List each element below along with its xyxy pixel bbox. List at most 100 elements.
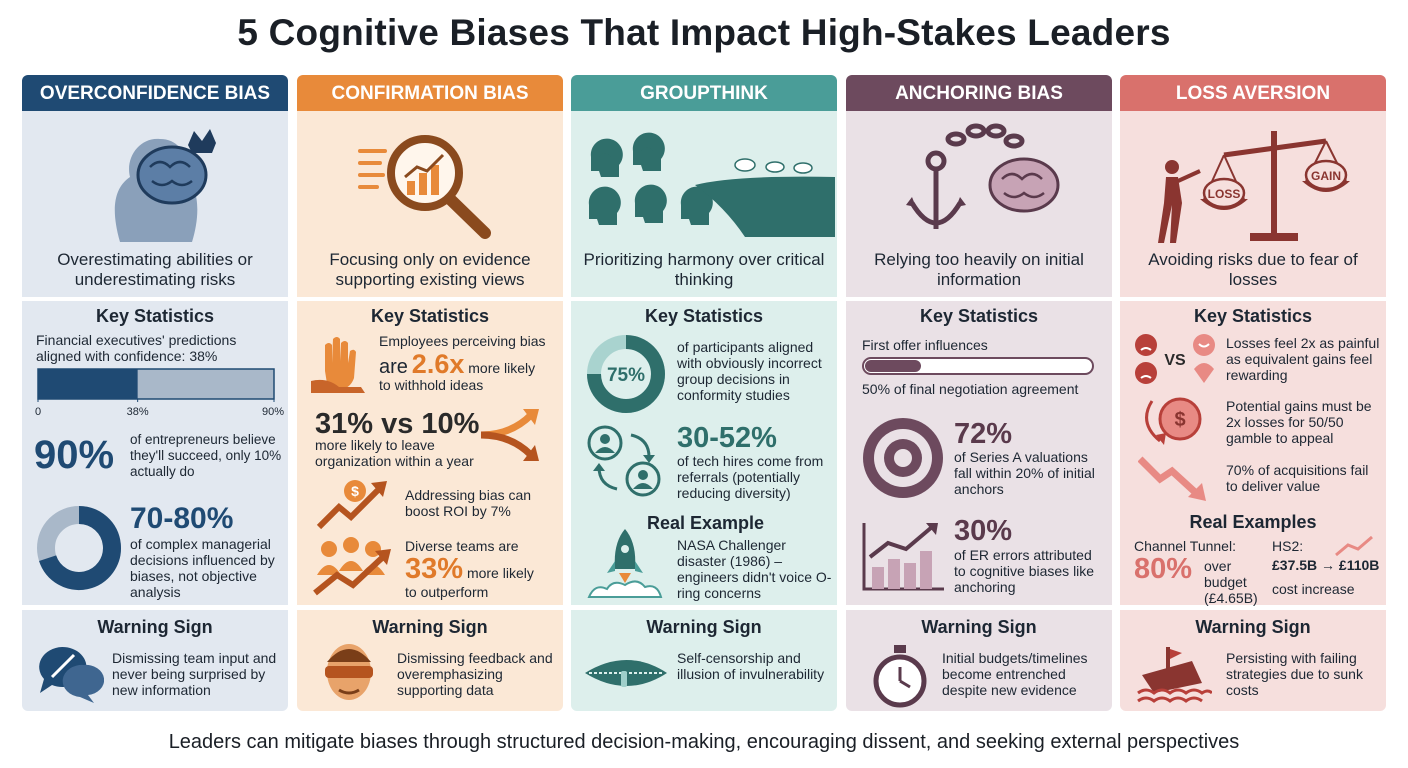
warning-text: Self-censorship and illusion of invulner…: [677, 650, 825, 682]
trend-icon: [1335, 535, 1373, 557]
example-number: £37.5B → £110B: [1272, 557, 1380, 573]
panel: [22, 301, 288, 605]
donut-icon: [37, 506, 121, 590]
stat-text: of Series A valuations fall within 20% o…: [954, 449, 1095, 497]
tick-label: 0: [35, 406, 41, 418]
warning-text: Initial budgets/timelines become entrenc…: [942, 650, 1088, 698]
referral-icon: [587, 425, 661, 497]
vs-label: VS: [1164, 352, 1186, 369]
section-heading: Warning Sign: [921, 617, 1037, 637]
donut-label: 75%: [607, 365, 645, 386]
stat-text: more likely to leave organization within…: [315, 437, 474, 469]
section-heading: Warning Sign: [97, 617, 213, 637]
example-text: over budget (£4.65B): [1204, 558, 1258, 606]
bias-column: ANCHORING BIAS Relying too heavily on in…: [846, 75, 1112, 711]
stat-text: of entrepreneurs believe they'll succeed…: [130, 432, 282, 479]
split-arrow-icon: [480, 409, 539, 461]
bias-description: Focusing only on evidence supporting exi…: [329, 250, 531, 289]
stat-text: are: [379, 356, 408, 378]
donut-chart: 75%: [587, 335, 665, 413]
svg-text:$: $: [351, 483, 359, 499]
panel: [846, 111, 1112, 297]
page-title: 5 Cognitive Biases That Impact High-Stak…: [237, 12, 1171, 53]
bias-column: LOSS AVERSION LOSS GAIN Avoiding risks d…: [1120, 75, 1386, 711]
stat-text: to withhold ideas: [379, 377, 484, 393]
bias-description: Overestimating abilities or underestimat…: [57, 250, 253, 289]
tick-label: 38%: [127, 406, 149, 418]
stat-number: 31% vs 10%: [315, 408, 480, 440]
section-heading: Key Statistics: [95, 306, 215, 326]
team-icon: [313, 537, 391, 596]
stat-number: 70-80%: [130, 502, 234, 535]
bias-column: GROUPTHINK Prioritizing harmony over cri…: [571, 75, 837, 711]
bias-column: CONFIRMATION BIAS Focusing only on evide…: [297, 75, 563, 711]
icon-label: GAIN: [1311, 169, 1341, 183]
stat-text: Diverse teams are: [405, 538, 519, 554]
section-heading: Real Example: [647, 513, 765, 533]
down-arrow-icon: [1138, 456, 1206, 501]
stat-text: Financial executives' predictions aligne…: [36, 332, 237, 364]
stat-text: Potential gains must be 2x losses for 50…: [1226, 398, 1372, 446]
stat-number: 33%: [405, 553, 464, 585]
slider-icon: [862, 357, 1094, 375]
column-header: ANCHORING BIAS: [846, 75, 1112, 111]
anchor-brain-icon: [906, 123, 1060, 229]
bias-column: OVERCONFIDENCE BIAS Overestimating abili…: [22, 75, 288, 711]
stat-line: 33% more likely: [405, 553, 563, 589]
progress-bar: 0 38% 90%: [35, 368, 284, 418]
stat-number: 30-52%: [677, 422, 777, 454]
stat-text: of tech hires come from referrals (poten…: [677, 453, 824, 501]
blindfold-icon: [325, 644, 373, 700]
panel: [1120, 301, 1386, 605]
bar-fill: [38, 369, 138, 399]
bias-description: Prioritizing harmony over critical think…: [583, 250, 825, 289]
warning-text: Dismissing team input and never being su…: [112, 650, 277, 698]
stat-text: more likely: [468, 360, 536, 376]
stat-line: are 2.6x more likely: [379, 350, 561, 382]
warning-text: Dismissing feedback and overemphasizing …: [397, 650, 553, 698]
stat-text: more likely: [466, 565, 534, 581]
stat-text: of complex managerial decisions influenc…: [130, 536, 275, 600]
bias-description: Relying too heavily on initial informati…: [874, 250, 1084, 289]
groupthink-icon: [588, 132, 835, 237]
target-icon: [863, 418, 943, 498]
section-heading: Key Statistics: [919, 306, 1039, 326]
stat-number: 30%: [954, 515, 1013, 547]
section-heading: Warning Sign: [1195, 617, 1311, 637]
icon-label: LOSS: [1208, 187, 1241, 201]
scale-icon: LOSS GAIN: [1158, 131, 1350, 243]
stat-number: 90%: [34, 433, 115, 477]
panel: [1120, 610, 1386, 711]
footer-note: Leaders can mitigate biases through stru…: [168, 731, 1240, 753]
stat-text: of participants aligned with obviously i…: [677, 339, 822, 403]
warning-text: Persisting with failing strategies due t…: [1226, 650, 1363, 698]
stat-text: Losses feel 2x as painful as equivalent …: [1226, 335, 1380, 383]
stat-text: of ER errors attributed to cognitive bia…: [954, 547, 1095, 595]
stat-text: 70% of acquisitions fail to deliver valu…: [1226, 462, 1369, 494]
stat-text: Addressing bias can boost ROI by 7%: [405, 487, 532, 519]
speech-icon: [39, 646, 104, 703]
coin-icon: $: [1145, 397, 1202, 445]
section-heading: Real Examples: [1189, 512, 1317, 532]
donut-arc: [587, 335, 665, 413]
stat-text: 50% of final negotiation agreement: [862, 381, 1079, 397]
column-header: OVERCONFIDENCE BIAS: [22, 75, 288, 111]
magnifier-icon: [358, 135, 491, 239]
section-heading: Key Statistics: [644, 306, 764, 326]
head-crown-icon: [114, 129, 216, 242]
rocket-icon: [587, 529, 663, 598]
example-label: Channel Tunnel:: [1134, 538, 1236, 554]
section-heading: Key Statistics: [1193, 306, 1313, 326]
section-heading: Warning Sign: [372, 617, 488, 637]
tick-label: 90%: [262, 406, 284, 418]
hand-icon: [311, 337, 365, 393]
faces-icon: VS: [1135, 334, 1215, 384]
stat-number: 2.6x: [411, 349, 465, 379]
example-number: 80%: [1134, 553, 1193, 585]
svg-text:$: $: [1174, 409, 1185, 431]
bar-chart-icon: [862, 523, 944, 591]
section-heading: Warning Sign: [646, 617, 762, 637]
sinking-ship-icon: [1137, 647, 1212, 703]
panel: [571, 610, 837, 711]
